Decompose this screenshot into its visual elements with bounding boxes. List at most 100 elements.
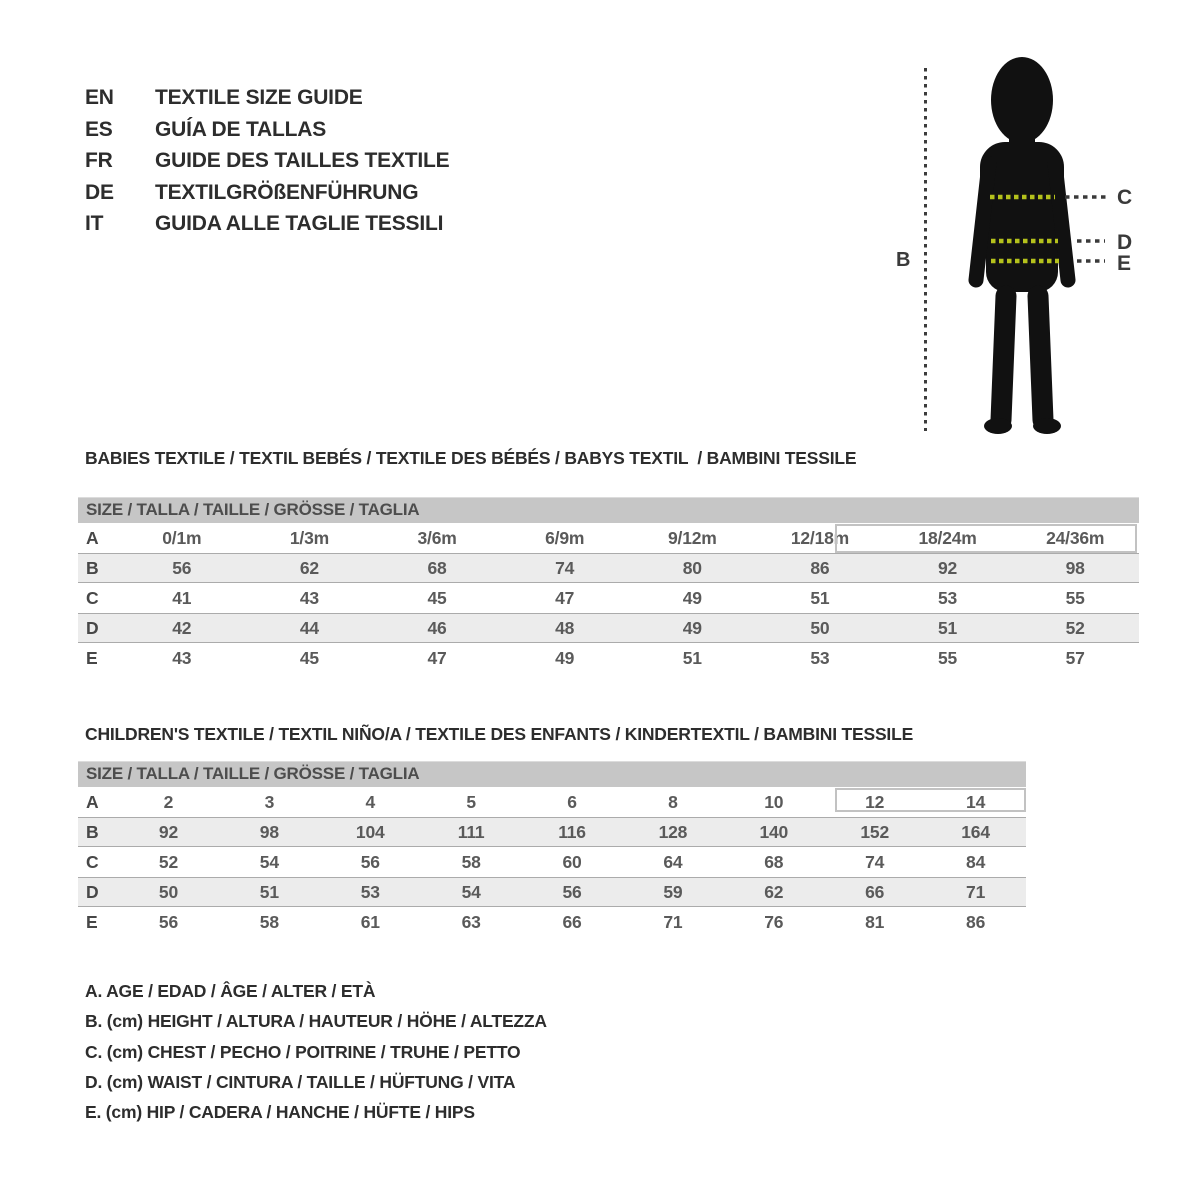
- language-guide-title: TEXTILGRÖßENFÜHRUNG: [155, 180, 419, 204]
- table-row: A 0/1m 1/3m 3/6m 6/9m 9/12m 12/18m 18/24m 24/36m: [78, 523, 1139, 553]
- language-guide-title: TEXTILE SIZE GUIDE: [155, 86, 363, 109]
- table-cell: 92: [938, 557, 958, 578]
- table-row: C 52 54 56 58 60 64 68 74 84: [78, 847, 1026, 877]
- table-cell: 53: [360, 881, 380, 902]
- table-cell: 76: [764, 911, 784, 932]
- table-cell: 53: [810, 647, 830, 668]
- table-cell: 49: [555, 647, 575, 668]
- table-cell: 81: [865, 911, 885, 932]
- babies-size-highlight-box: [835, 524, 1137, 553]
- table-cell: 9/12m: [668, 527, 717, 548]
- table-cell: 104: [355, 821, 385, 842]
- children-size-header-bar: SIZE / TALLA / TAILLE / GRÖSSE / TAGLIA: [78, 761, 1026, 787]
- table-cell: 46: [427, 617, 447, 638]
- table-cell: 47: [555, 587, 575, 608]
- table-cell: 54: [461, 881, 481, 902]
- table-cell: 63: [461, 911, 481, 932]
- babies-size-header-bar: SIZE / TALLA / TAILLE / GRÖSSE / TAGLIA: [78, 497, 1139, 523]
- table-cell: 55: [1065, 587, 1085, 608]
- language-code: DE: [85, 180, 114, 204]
- table-cell: 51: [938, 617, 958, 638]
- table-cell: 128: [658, 821, 688, 842]
- table-cell: 50: [158, 881, 178, 902]
- table-cell: 53: [938, 587, 958, 608]
- table-cell: 64: [663, 851, 683, 872]
- table-cell: 51: [810, 587, 830, 608]
- table-cell: 51: [259, 881, 279, 902]
- table-cell: 49: [682, 587, 702, 608]
- table-cell: 61: [360, 911, 380, 932]
- table-cell: 57: [1065, 647, 1085, 668]
- table-cell: 8: [668, 791, 678, 812]
- legend-line: B. (cm) HEIGHT / ALTURA / HAUTEUR / HÖHE…: [85, 1011, 547, 1032]
- language-guide-title: GUÍA DE TALLAS: [155, 117, 327, 141]
- table-cell: 43: [172, 647, 192, 668]
- table-cell: 56: [360, 851, 380, 872]
- babies-table-rows: A 0/1m 1/3m 3/6m 6/9m 9/12m 12/18m 18/24m 24/36m…: [78, 523, 1139, 673]
- row-letter-label: C: [86, 587, 99, 608]
- table-cell: 152: [860, 821, 889, 842]
- table-row: D 42 44 46 48 49 50 51 52: [78, 613, 1139, 643]
- table-cell: 84: [966, 851, 986, 872]
- chest-label: C: [1117, 186, 1132, 209]
- table-row: C 41 43 45 47 49 51 53 55: [78, 583, 1139, 613]
- language-code: EN: [85, 86, 114, 109]
- children-section-heading: CHILDREN'S TEXTILE / TEXTIL NIÑO/A / TEX…: [85, 724, 914, 744]
- language-code: IT: [85, 212, 104, 235]
- row-letter-label: E: [86, 647, 98, 668]
- table-cell: 116: [558, 821, 586, 842]
- table-cell: 58: [259, 911, 279, 932]
- babies-section-heading: BABIES TEXTILE / TEXTIL BEBÉS / TEXTILE …: [85, 448, 857, 468]
- table-cell: 56: [158, 911, 178, 932]
- language-row: EN TEXTILE SIZE GUIDE: [85, 82, 449, 114]
- language-title-list: EN TEXTILE SIZE GUIDE ES GUÍA DE TALLAS FR GU…: [85, 82, 450, 240]
- legend-line: D. (cm) WAIST / CINTURA / TAILLE / HÜFTU…: [85, 1071, 516, 1092]
- table-cell: 140: [759, 821, 789, 842]
- table-row: E 43 45 47 49 51 53 55 57: [78, 643, 1139, 673]
- table-cell: 3/6m: [417, 527, 457, 548]
- table-cell: 14: [966, 791, 986, 812]
- row-letter-label: D: [86, 617, 99, 638]
- table-cell: 4: [365, 791, 375, 812]
- table-cell: 49: [682, 617, 702, 638]
- table-cell: 6/9m: [545, 527, 585, 548]
- language-row: IT GUIDA ALLE TAGLIE TESSILI: [85, 208, 449, 240]
- table-cell: 45: [427, 587, 447, 608]
- legend-line: E. (cm) HIP / CADERA / HANCHE / HÜFTE / …: [85, 1102, 475, 1123]
- table-cell: 56: [562, 881, 582, 902]
- height-label: B: [896, 249, 910, 271]
- table-cell: 10: [764, 791, 784, 812]
- table-cell: 98: [259, 821, 279, 842]
- child-silhouette: [968, 57, 1076, 434]
- table-cell: 59: [663, 881, 683, 902]
- legend-line: A. AGE / EDAD / ÂGE / ALTER / ETÀ: [85, 981, 376, 1001]
- table-cell: 44: [299, 617, 319, 638]
- table-cell: 52: [1065, 617, 1085, 638]
- table-cell: 66: [865, 881, 885, 902]
- table-cell: 92: [158, 821, 178, 842]
- language-code: FR: [85, 149, 113, 172]
- language-row: FR GUIDE DES TAILLES TEXTILE: [85, 145, 450, 177]
- table-cell: 6: [567, 791, 577, 812]
- table-cell: 2: [163, 791, 174, 812]
- row-letter-label: B: [86, 557, 99, 578]
- table-cell: 62: [299, 557, 319, 578]
- table-cell: 80: [682, 557, 702, 578]
- table-cell: 48: [555, 617, 575, 638]
- children-size-table: SIZE / TALLA / TAILLE / GRÖSSE / TAGLIA …: [78, 761, 1026, 937]
- table-cell: 47: [427, 647, 447, 668]
- table-cell: 3: [264, 791, 275, 812]
- language-row: ES GUÍA DE TALLAS: [85, 114, 449, 146]
- row-letter-label: E: [86, 911, 98, 932]
- row-letter-label: A: [86, 791, 99, 812]
- table-cell: 74: [865, 851, 885, 872]
- measurement-legend: A. AGE / EDAD / ÂGE / ALTER / ETÀ B. (cm)…: [85, 976, 547, 1127]
- child-measurement-figure: B C D E: [896, 57, 1132, 434]
- table-cell: 86: [810, 557, 830, 578]
- table-cell: 55: [938, 647, 958, 668]
- legend-line: C. (cm) CHEST / PECHO / POITRINE / TRUHE…: [85, 1041, 521, 1062]
- hip-label: E: [1117, 252, 1131, 275]
- table-cell: 71: [966, 881, 986, 902]
- row-letter-label: C: [86, 851, 99, 872]
- table-row: B 56 62 68 74 80 86 92 98: [78, 553, 1139, 583]
